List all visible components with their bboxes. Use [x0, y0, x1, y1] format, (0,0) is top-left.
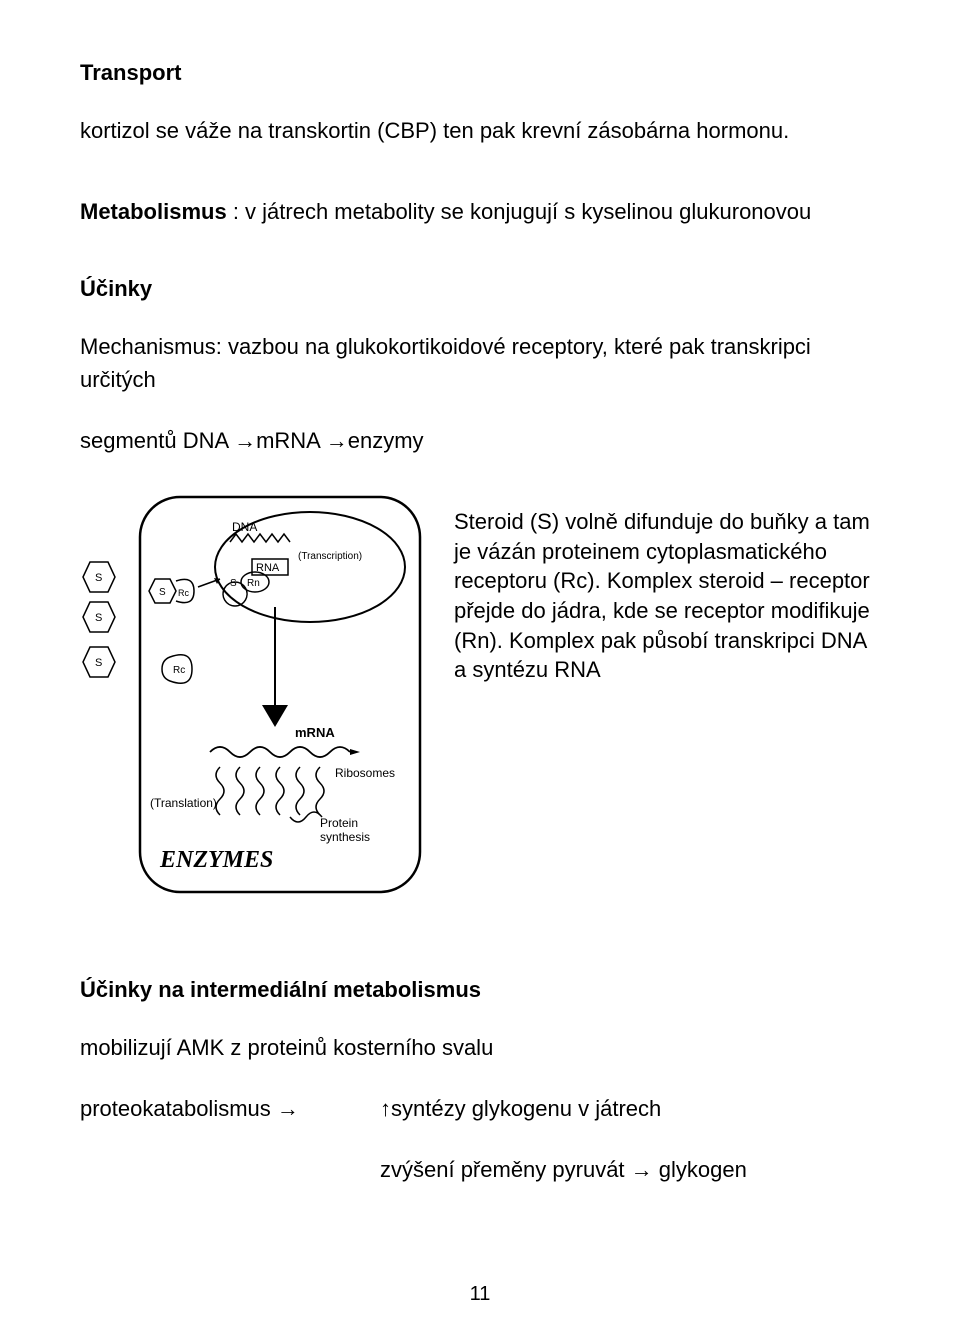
- page-number: 11: [0, 1283, 960, 1306]
- label-ribosomes: Ribosomes: [335, 766, 395, 780]
- svg-text:S: S: [95, 572, 102, 584]
- steroid-outside: S S S: [83, 562, 115, 677]
- heading-intermed: Účinky na intermediální metabolismus: [80, 977, 880, 1003]
- arrow-mrna-head: [262, 705, 288, 727]
- label-dna: DNA: [232, 520, 257, 534]
- figure-cell-diagram: DNA RNA (Transcription) S Rn: [80, 487, 430, 917]
- protein-chain: [290, 812, 322, 822]
- svg-text:Rc: Rc: [178, 588, 189, 598]
- document-page: Transport kortizol se váže na transkorti…: [0, 0, 960, 1336]
- paragraph-metabolismus: Metabolismus : v játrech metabolity se k…: [80, 195, 880, 228]
- heading-transport: Transport: [80, 60, 880, 86]
- dna-strand: [230, 534, 290, 542]
- paragraph-proteokat: proteokatabolismus → ↑syntézy glykogenu …: [80, 1092, 880, 1125]
- proteokat-right: ↑syntézy glykogenu v játrech: [380, 1092, 661, 1125]
- svg-text:S: S: [95, 612, 102, 624]
- label-mrna: mRNA: [295, 725, 335, 740]
- label-translation: (Translation): [150, 796, 217, 810]
- mrna-wave: [210, 747, 350, 757]
- s-rc-complex: S Rc: [149, 579, 194, 603]
- cell-membrane: [140, 497, 420, 892]
- svg-text:S: S: [159, 587, 166, 598]
- label-protein2: synthesis: [320, 830, 370, 844]
- paragraph-segmentu: segmentů DNA →mRNA →enzymy: [80, 424, 880, 457]
- svg-text:Rc: Rc: [173, 665, 185, 676]
- label-enzymes: ENZYMES: [159, 847, 273, 873]
- paragraph-pyruvat: zvýšení přeměny pyruvát → glykogen: [80, 1153, 880, 1186]
- label-metabolismus: Metabolismus: [80, 199, 227, 224]
- figure-caption: Steroid (S) volně difunduje do buňky a t…: [454, 487, 880, 685]
- text-metabolismus: : v játrech metabolity se konjugují s ky…: [227, 199, 812, 224]
- svg-text:S: S: [95, 657, 102, 669]
- svg-text:S: S: [230, 578, 237, 589]
- figure-row: DNA RNA (Transcription) S Rn: [80, 487, 880, 917]
- proteokat-left: proteokatabolismus →: [80, 1092, 380, 1125]
- paragraph-mechanismus: Mechanismus: vazbou na glukokortikoidové…: [80, 330, 880, 396]
- s-rn-complex: S Rn: [223, 572, 269, 606]
- label-protein1: Protein: [320, 816, 358, 830]
- ribosomes: [216, 767, 324, 815]
- paragraph-mobilizuji: mobilizují AMK z proteinů kosterního sva…: [80, 1031, 880, 1064]
- paragraph-transport: kortizol se váže na transkortin (CBP) te…: [80, 114, 880, 147]
- free-rc: Rc: [162, 655, 192, 684]
- svg-text:Rn: Rn: [247, 578, 260, 589]
- label-transcription: (Transcription): [298, 551, 362, 562]
- heading-ucinky: Účinky: [80, 276, 880, 302]
